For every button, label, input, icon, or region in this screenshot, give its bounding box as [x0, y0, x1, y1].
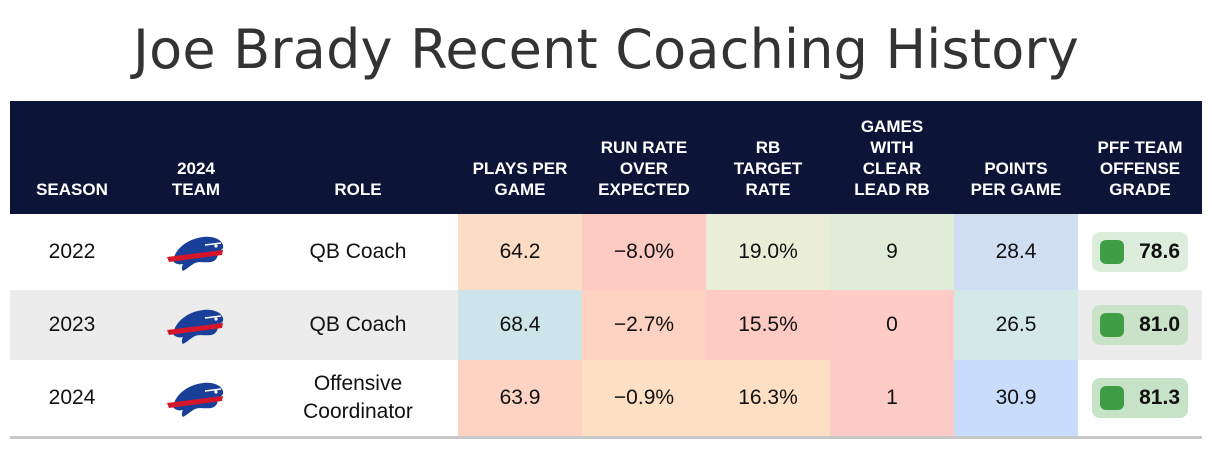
header-run-rate-over-expected[interactable]: RUN RATE OVER EXPECTED	[582, 101, 706, 214]
header-season[interactable]: SEASON	[10, 101, 134, 214]
pff-grade-cell: 81.3	[1078, 360, 1202, 439]
games-with-clear-lead-rb-cell: 1	[830, 360, 954, 439]
header-games-with-clear-lead-rb[interactable]: GAMES WITH CLEAR LEAD RB	[830, 101, 954, 214]
run-rate-over-expected-cell: −8.0%	[582, 214, 706, 290]
pff-grade-value: 78.6	[1139, 240, 1180, 263]
role-cell: Offensive Coordinator	[258, 360, 458, 439]
buffalo-bills-logo-icon	[167, 236, 224, 271]
pff-grade-badge: 78.6	[1092, 232, 1188, 272]
grade-indicator-icon	[1100, 240, 1124, 264]
header-pff-team-offense-grade[interactable]: PFF TEAM OFFENSE GRADE	[1078, 101, 1202, 214]
points-per-game-cell: 28.4	[954, 214, 1078, 290]
coaching-history-table: SEASON 2024 TEAM ROLE PLAYS PER GAME RUN…	[10, 101, 1202, 439]
pff-grade-value: 81.3	[1139, 386, 1180, 409]
grade-indicator-icon	[1100, 386, 1124, 410]
table-row: 2022 QB Coach 64.2 −8.0% 19.0% 9 28.4 78…	[10, 214, 1202, 290]
pff-grade-cell: 78.6	[1078, 214, 1202, 290]
rb-target-rate-cell: 16.3%	[706, 360, 830, 439]
table-row: 2024 Offensive Coordinator 63.9 −0.9% 16…	[10, 360, 1202, 439]
role-cell: QB Coach	[258, 290, 458, 360]
pff-grade-cell: 81.0	[1078, 290, 1202, 360]
run-rate-over-expected-cell: −0.9%	[582, 360, 706, 439]
role-cell: QB Coach	[309, 240, 407, 263]
buffalo-bills-logo-icon	[167, 309, 224, 344]
pff-grade-badge: 81.3	[1092, 378, 1188, 418]
plays-per-game-cell: 64.2	[458, 214, 582, 290]
table-row: 2023 QB Coach 68.4 −2.7% 15.5% 0 26.5 81…	[10, 290, 1202, 360]
plays-per-game-cell: 68.4	[458, 290, 582, 360]
season-cell: 2022	[48, 240, 96, 263]
header-plays-per-game[interactable]: PLAYS PER GAME	[458, 101, 582, 214]
grade-indicator-icon	[1100, 313, 1124, 337]
season-cell: 2023	[10, 290, 134, 360]
team-logo-cell	[134, 290, 258, 360]
plays-per-game-cell: 63.9	[458, 360, 582, 439]
season-cell: 2024	[10, 360, 134, 439]
buffalo-bills-logo-icon	[167, 382, 224, 417]
team-logo-cell	[134, 214, 258, 290]
header-team[interactable]: 2024 TEAM	[134, 101, 258, 214]
pff-grade-badge: 81.0	[1092, 305, 1188, 345]
pff-grade-value: 81.0	[1139, 313, 1180, 336]
rb-target-rate-cell: 19.0%	[706, 214, 830, 290]
rb-target-rate-cell: 15.5%	[706, 290, 830, 360]
points-per-game-cell: 26.5	[954, 290, 1078, 360]
games-with-clear-lead-rb-cell: 0	[830, 290, 954, 360]
header-rb-target-rate[interactable]: RB TARGET RATE	[706, 101, 830, 214]
header-row: SEASON 2024 TEAM ROLE PLAYS PER GAME RUN…	[10, 101, 1202, 214]
team-logo-cell	[134, 360, 258, 439]
games-with-clear-lead-rb-cell: 9	[830, 214, 954, 290]
header-points-per-game[interactable]: POINTS PER GAME	[954, 101, 1078, 214]
points-per-game-cell: 30.9	[954, 360, 1078, 439]
page-title: Joe Brady Recent Coaching History	[132, 18, 1079, 81]
header-role[interactable]: ROLE	[258, 101, 458, 214]
run-rate-over-expected-cell: −2.7%	[582, 290, 706, 360]
